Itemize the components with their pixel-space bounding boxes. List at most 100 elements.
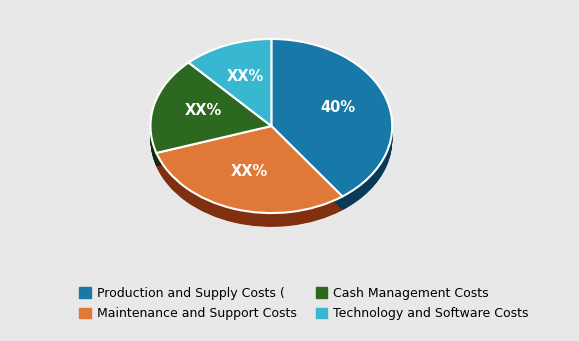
Wedge shape <box>156 128 342 216</box>
Wedge shape <box>156 134 342 221</box>
Wedge shape <box>151 73 272 163</box>
Wedge shape <box>151 65 272 155</box>
Wedge shape <box>189 49 272 136</box>
Wedge shape <box>151 71 272 162</box>
Wedge shape <box>189 50 272 137</box>
Wedge shape <box>156 127 342 213</box>
Wedge shape <box>189 46 272 133</box>
Wedge shape <box>272 52 392 210</box>
Wedge shape <box>272 41 392 198</box>
Wedge shape <box>151 62 272 153</box>
Wedge shape <box>156 133 342 220</box>
Wedge shape <box>156 139 342 226</box>
Wedge shape <box>272 44 392 202</box>
Wedge shape <box>151 65 272 156</box>
Wedge shape <box>151 68 272 159</box>
Wedge shape <box>151 75 272 165</box>
Wedge shape <box>272 40 392 197</box>
Wedge shape <box>156 137 342 224</box>
Wedge shape <box>156 129 342 216</box>
Wedge shape <box>156 130 342 217</box>
Wedge shape <box>272 39 392 196</box>
Wedge shape <box>189 41 272 128</box>
Wedge shape <box>156 129 342 216</box>
Wedge shape <box>156 138 342 225</box>
Wedge shape <box>189 51 272 138</box>
Text: 40%: 40% <box>321 100 356 115</box>
Wedge shape <box>272 40 392 198</box>
Wedge shape <box>156 134 342 221</box>
Wedge shape <box>156 137 342 224</box>
Wedge shape <box>156 136 342 223</box>
Wedge shape <box>156 128 342 215</box>
Wedge shape <box>156 126 342 213</box>
Wedge shape <box>156 131 342 218</box>
Wedge shape <box>272 51 392 209</box>
Wedge shape <box>156 132 342 220</box>
Wedge shape <box>151 66 272 157</box>
Wedge shape <box>272 44 392 201</box>
Wedge shape <box>272 42 392 199</box>
Wedge shape <box>189 45 272 132</box>
Text: XX%: XX% <box>231 164 268 179</box>
Wedge shape <box>189 51 272 138</box>
Wedge shape <box>156 140 342 227</box>
Wedge shape <box>156 139 342 226</box>
Wedge shape <box>272 45 392 203</box>
Wedge shape <box>151 68 272 158</box>
Wedge shape <box>189 48 272 135</box>
Wedge shape <box>189 47 272 134</box>
Wedge shape <box>189 44 272 131</box>
Wedge shape <box>151 74 272 164</box>
Wedge shape <box>151 75 272 166</box>
Wedge shape <box>151 69 272 159</box>
Wedge shape <box>156 128 342 214</box>
Wedge shape <box>156 137 342 225</box>
Wedge shape <box>272 40 392 197</box>
Wedge shape <box>189 49 272 137</box>
Wedge shape <box>151 73 272 163</box>
Wedge shape <box>272 46 392 203</box>
Wedge shape <box>156 132 342 219</box>
Wedge shape <box>151 74 272 164</box>
Wedge shape <box>272 43 392 201</box>
Wedge shape <box>151 69 272 159</box>
Wedge shape <box>189 44 272 132</box>
Wedge shape <box>151 67 272 158</box>
Wedge shape <box>189 41 272 128</box>
Wedge shape <box>189 47 272 134</box>
Wedge shape <box>156 130 342 217</box>
Wedge shape <box>151 67 272 157</box>
Text: XX%: XX% <box>227 69 264 84</box>
Wedge shape <box>189 50 272 137</box>
Wedge shape <box>156 135 342 222</box>
Wedge shape <box>189 39 272 126</box>
Wedge shape <box>189 44 272 131</box>
Wedge shape <box>272 48 392 205</box>
Wedge shape <box>189 46 272 133</box>
Wedge shape <box>151 63 272 154</box>
Wedge shape <box>189 43 272 130</box>
Wedge shape <box>272 49 392 206</box>
Wedge shape <box>189 48 272 135</box>
Wedge shape <box>272 51 392 208</box>
Wedge shape <box>272 45 392 203</box>
Wedge shape <box>272 43 392 200</box>
Wedge shape <box>272 50 392 208</box>
Wedge shape <box>272 53 392 210</box>
Wedge shape <box>156 135 342 222</box>
Wedge shape <box>151 76 272 167</box>
Legend: Production and Supply Costs (, Maintenance and Support Costs, Cash Management Co: Production and Supply Costs (, Maintenan… <box>75 282 533 325</box>
Wedge shape <box>272 48 392 206</box>
Wedge shape <box>272 47 392 205</box>
Wedge shape <box>272 41 392 199</box>
Wedge shape <box>151 70 272 160</box>
Wedge shape <box>189 40 272 127</box>
Wedge shape <box>151 71 272 161</box>
Wedge shape <box>189 40 272 128</box>
Wedge shape <box>151 76 272 166</box>
Wedge shape <box>151 63 272 153</box>
Wedge shape <box>272 49 392 207</box>
Wedge shape <box>189 42 272 129</box>
Wedge shape <box>189 53 272 140</box>
